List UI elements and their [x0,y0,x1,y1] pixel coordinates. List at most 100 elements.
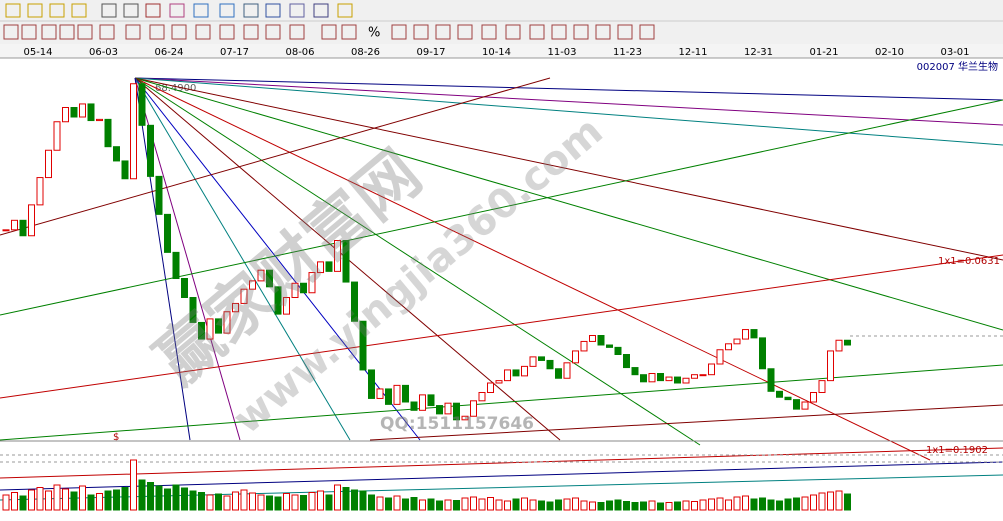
volume-bar [79,485,86,511]
fan-line [369,404,1003,441]
candle [614,346,622,355]
volume-bar [461,497,469,511]
toolbar-icon[interactable] [169,3,185,18]
volume-bar [45,490,52,511]
volume-bar [155,485,163,511]
fan-line [134,77,191,441]
toolbar-icon[interactable] [149,24,165,40]
toolbar-icon[interactable] [337,3,353,18]
candle [827,350,834,382]
volume-bar [606,500,613,511]
volume-bar [623,501,630,511]
toolbar-icon[interactable] [99,24,115,40]
candle [62,107,69,123]
toolbar-icon[interactable] [289,3,305,18]
toolbar-icon[interactable] [321,24,337,40]
volume-bar [11,492,18,511]
toolbar-icon[interactable] [243,24,259,40]
watermark-qq: QQ:1511157646 [380,414,534,434]
toolbar-icon[interactable] [617,24,633,40]
toolbar-icon[interactable] [639,24,655,40]
candle [835,339,843,352]
toolbar-icon[interactable] [529,24,545,40]
date-label: 07-17 [220,47,249,58]
candle [402,384,409,403]
toolbar-icon[interactable] [265,3,281,18]
toolbar-icon[interactable] [505,24,521,40]
volume-bar [776,500,783,511]
fan-line [134,77,1003,101]
toolbar-icon[interactable] [59,24,75,40]
volume-bar [589,501,596,511]
toolbar-icon[interactable] [193,3,209,18]
candle [79,103,86,118]
toolbar-icon[interactable] [27,3,43,18]
toolbar-icon[interactable] [3,24,19,40]
candle [198,321,205,340]
volume [2,459,851,511]
toolbar-icon[interactable] [435,24,451,40]
toolbar-icon[interactable] [481,24,497,40]
candle [555,368,562,379]
candle [45,149,52,179]
candle [793,399,800,410]
toolbar-icon[interactable] [595,24,611,40]
candle [623,354,630,369]
candle [495,380,503,384]
volume-bar [699,499,707,511]
toolbar-icon[interactable] [341,24,357,40]
toolbar-icon[interactable] [125,24,141,40]
candle [597,335,605,346]
date-label: 02-10 [875,47,904,58]
toolbar-icon[interactable] [391,24,407,40]
toolbar-icon[interactable] [243,3,259,18]
volume-bar [767,499,775,511]
toolbar-icon[interactable] [71,3,87,18]
toolbar-icon[interactable] [101,3,117,18]
toolbar-icon[interactable] [21,24,37,40]
toolbar-icon[interactable] [551,24,567,40]
toolbar-icon[interactable] [219,3,235,18]
candle [733,338,741,345]
candle [87,103,95,122]
toolbar-icon[interactable] [49,3,65,18]
toolbar-icon[interactable] [413,24,429,40]
volume-bar [597,502,605,511]
volume-bar [801,496,809,511]
percent-button[interactable]: % [368,26,380,41]
candle [155,175,163,215]
candle [682,377,690,384]
toolbar-icon[interactable] [41,24,57,40]
toolbar-icon[interactable] [219,24,235,40]
toolbar-icon[interactable] [195,24,211,40]
candle [631,367,639,376]
volume-bar [266,495,273,511]
candle [810,392,817,403]
toolbar-icon[interactable] [289,24,305,40]
volume-bar [368,494,375,511]
toolbar-icon[interactable] [313,3,329,18]
candle [53,121,61,151]
toolbar-icon[interactable] [457,24,473,40]
volume-bar [631,502,639,511]
volume-bar [453,500,460,511]
toolbar-icon[interactable] [5,3,21,18]
date-label: 12-11 [678,47,707,58]
volume-bar [410,497,418,511]
volume-bar [198,492,205,511]
toolbar-icon[interactable] [145,3,161,18]
candle [334,240,341,272]
candle [147,124,154,177]
candle [300,282,307,294]
volume-bar [274,496,282,511]
volume-bar [147,482,154,511]
toolbar-icon[interactable] [265,24,281,40]
toolbar-icon[interactable] [171,24,187,40]
toolbar-icon[interactable] [573,24,589,40]
candle [818,380,826,393]
toolbar-icon[interactable] [77,24,93,40]
volume-bar [529,499,537,511]
candle [521,365,528,377]
toolbar-icon[interactable] [123,3,139,18]
volume-bar [742,495,749,511]
